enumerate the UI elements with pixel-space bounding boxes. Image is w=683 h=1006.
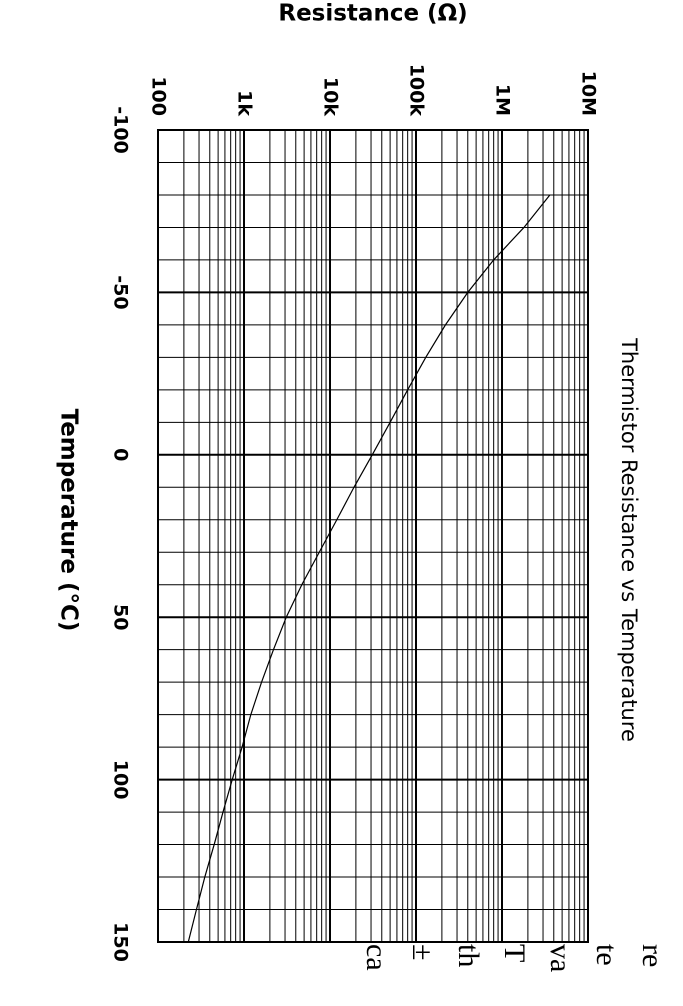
y-tick-label: 10k [320,77,342,116]
margin-text: ± [406,944,439,960]
y-tick-label: 10M [578,71,600,116]
margin-text: re [636,944,669,967]
x-tick-label: 100 [110,760,132,800]
plot-frame [157,129,589,943]
x-tick-label: 0 [110,448,132,461]
x-tick-label: 50 [110,604,132,630]
y-tick-label: 100 [148,76,170,116]
margin-text: T [498,944,531,962]
margin-text: te [590,944,623,966]
margin-text: va [544,944,577,972]
x-tick-label: -100 [110,106,132,154]
y-axis-label: Resistance (Ω) [278,1,467,27]
chart-title: Thermistor Resistance vs Temperature [617,337,641,742]
margin-text: ca [360,944,393,971]
x-tick-label: 150 [110,922,132,962]
data-line [187,194,551,943]
y-tick-label: 100k [406,64,428,117]
x-axis-label: Temperature (°C) [56,409,82,632]
y-tick-label: 1M [492,84,514,116]
margin-text: th [452,944,485,967]
x-tick-label: -50 [110,275,132,309]
rotated-chart: Thermistor Resistance vs Temperature Tem… [56,64,670,973]
y-tick-label: 1k [234,90,256,116]
